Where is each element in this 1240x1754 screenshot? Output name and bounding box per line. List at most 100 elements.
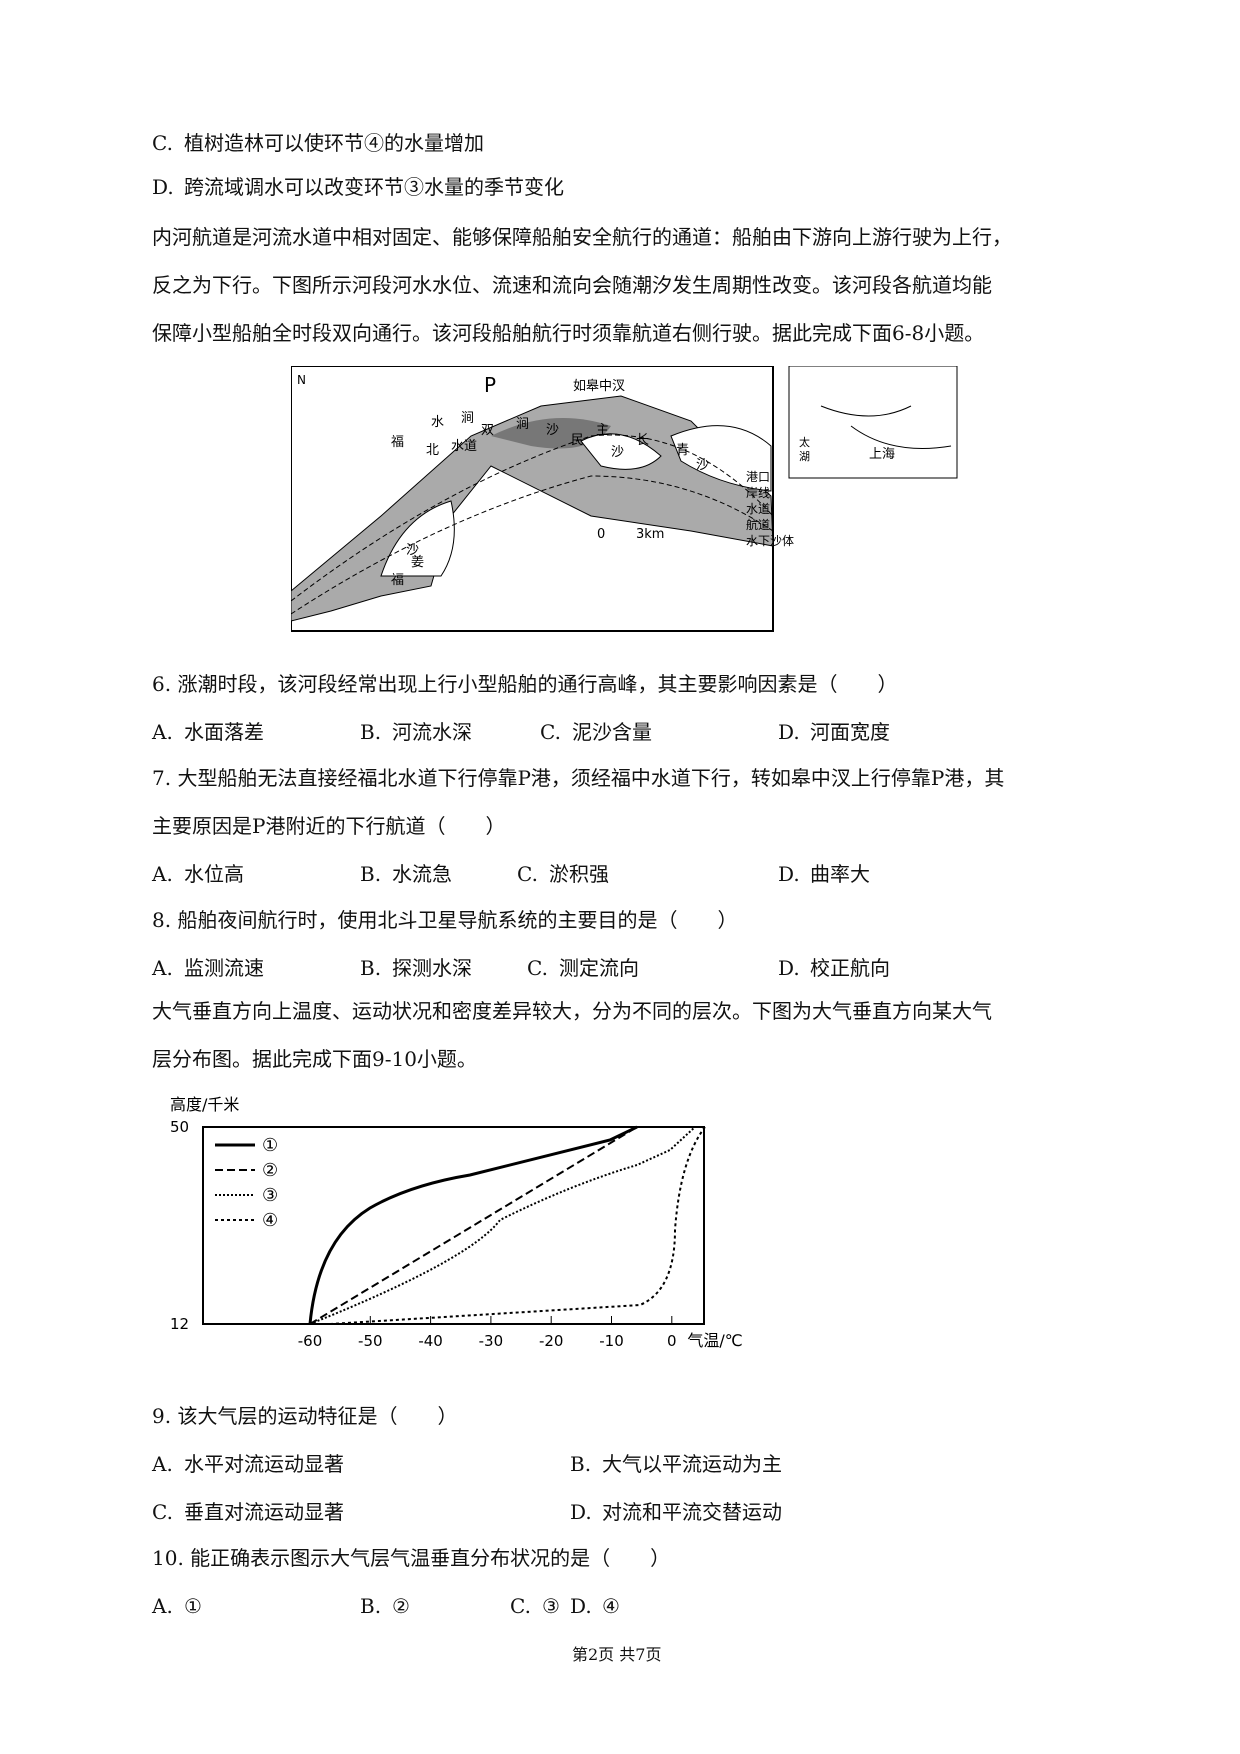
option-text: 垂直对流运动显著 <box>184 1500 344 1524</box>
passage-line: 内河航道是河流水道中相对固定、能够保障船舶安全航行的通道：船舶由下游向上游行驶为… <box>152 225 1012 249</box>
legend-label: 水下沙体 <box>746 534 794 548</box>
option-text: ② <box>392 1594 410 1618</box>
curve-2 <box>309 1126 638 1325</box>
map-label: 水 <box>431 415 444 430</box>
passage-line: 层分布图。据此完成下面9-10小题。 <box>152 1047 477 1071</box>
option-label: B. <box>360 1594 382 1618</box>
north-label: N <box>297 373 306 387</box>
map-label: 沙 <box>611 445 624 460</box>
legend-label: ③ <box>262 1185 278 1206</box>
legend-label: ② <box>262 1160 278 1181</box>
legend-label: 航道 <box>746 517 770 532</box>
inset-frame <box>788 366 958 479</box>
option-text: 水面落差 <box>184 720 264 744</box>
y-axis-label: 高度/千米 <box>170 1095 239 1114</box>
question-stem: 6. 涨潮时段，该河段经常出现上行小型船舶的通行高峰，其主要影响因素是（ ） <box>152 672 898 696</box>
option-text: 大气以平流运动为主 <box>602 1452 782 1476</box>
option-label: C. <box>510 1594 531 1618</box>
y-tick-label: 12 <box>170 1315 189 1333</box>
legend-label: ④ <box>262 1210 278 1231</box>
legend-label: 水道 <box>746 502 770 516</box>
x-tick-label: -10 <box>599 1332 624 1350</box>
map-label: 福 <box>391 435 404 450</box>
option-label: B. <box>570 1452 592 1476</box>
map-label: 主 <box>596 423 609 438</box>
option-text: 探测水深 <box>392 956 472 980</box>
option-label: A. <box>152 1452 173 1476</box>
x-tick-label: -30 <box>479 1332 504 1350</box>
question-stem: 8. 船舶夜间航行时，使用北斗卫星导航系统的主要目的是（ ） <box>152 908 738 932</box>
y-tick-label: 50 <box>170 1118 189 1136</box>
option-text: ① <box>184 1594 202 1618</box>
option-text: ③ <box>542 1594 560 1618</box>
option-text: 水流急 <box>392 862 452 886</box>
map-label: 长 <box>636 433 649 448</box>
port-label: P <box>484 373 496 397</box>
plot-frame <box>202 1126 705 1325</box>
curve-1 <box>308 1125 638 1325</box>
option-label: D. <box>778 956 800 980</box>
map-label: 姜 <box>411 555 424 570</box>
map-label: 民 <box>571 433 584 448</box>
option-label: D. <box>570 1594 592 1618</box>
inset-river <box>820 405 952 449</box>
island <box>380 500 455 577</box>
island <box>670 425 772 492</box>
map-label: 北 <box>426 443 439 458</box>
legend-label: 岸线 <box>746 486 770 500</box>
option-text: 水平对流运动显著 <box>184 1452 344 1476</box>
map-label: 涧 <box>516 417 529 432</box>
option-text: 测定流向 <box>559 956 639 980</box>
option-label: D. <box>778 862 800 886</box>
map-frame <box>291 366 774 632</box>
island <box>580 433 662 470</box>
map-label: 福 <box>391 573 404 588</box>
option-text: 监测流速 <box>184 956 264 980</box>
x-tick-label: -60 <box>298 1332 323 1350</box>
inset-label: 湖 <box>799 450 810 463</box>
option-label: D. <box>778 720 800 744</box>
legend-label: 港口 <box>746 470 770 484</box>
scale-label: 3km <box>636 527 664 542</box>
option-label: A. <box>152 720 173 744</box>
option-text: 曲率大 <box>810 862 870 886</box>
option-label: D. <box>570 1500 592 1524</box>
curve-4 <box>329 1126 706 1325</box>
passage-line: 保障小型船舶全时段双向通行。该河段船舶航行时须靠航道右侧行驶。据此完成下面6-8… <box>152 321 985 345</box>
option-label: C. <box>517 862 538 886</box>
x-tick-label: -40 <box>418 1332 443 1350</box>
option-label: B. <box>360 862 382 886</box>
passage-line: 反之为下行。下图所示河段河水水位、流速和流向会随潮汐发生周期性改变。该河段各航道… <box>152 273 992 297</box>
map-label: 双 <box>481 423 494 438</box>
option-text: 校正航向 <box>810 956 890 980</box>
option-text: 跨流域调水可以改变环节③水量的季节变化 <box>184 175 564 199</box>
map-label: 如皋中汊 <box>573 378 625 394</box>
option-label: D. <box>152 175 174 199</box>
question-stem: 10. 能正确表示图示大气层气温垂直分布状况的是（ ） <box>152 1546 671 1570</box>
scale-label: 0 <box>597 527 605 542</box>
option-text: 水位高 <box>184 862 244 886</box>
map-label: 水道 <box>451 439 477 454</box>
map-label: 沙 <box>406 543 419 558</box>
inset-label: 太 <box>799 436 810 449</box>
x-tick-label: -50 <box>358 1332 383 1350</box>
passage-line: 大气垂直方向上温度、运动状况和密度差异较大，分为不同的层次。下图为大气垂直方向某… <box>152 999 992 1023</box>
x-tick-label: -20 <box>539 1332 564 1350</box>
question-stem: 9. 该大气层的运动特征是（ ） <box>152 1404 458 1428</box>
option-label: B. <box>360 956 382 980</box>
option-label: A. <box>152 956 173 980</box>
x-tick-label: 0 <box>667 1332 677 1350</box>
x-axis-label: 气温/℃ <box>687 1331 742 1350</box>
channel <box>291 475 774 615</box>
option-label: B. <box>360 720 382 744</box>
option-text: ④ <box>602 1594 620 1618</box>
legend-label: ① <box>262 1135 278 1156</box>
map-label: 沙 <box>546 423 559 438</box>
curve-3 <box>309 1126 696 1325</box>
question-stem: 7. 大型船舶无法直接经福北水道下行停靠P港，须经福中水道下行，转如皋中汊上行停… <box>152 766 1005 790</box>
question-stem: 主要原因是P港附近的下行航道（ ） <box>152 814 506 838</box>
inset-label: 上海 <box>869 447 895 462</box>
option-label: A. <box>152 862 173 886</box>
map-label: 青 <box>676 443 689 458</box>
